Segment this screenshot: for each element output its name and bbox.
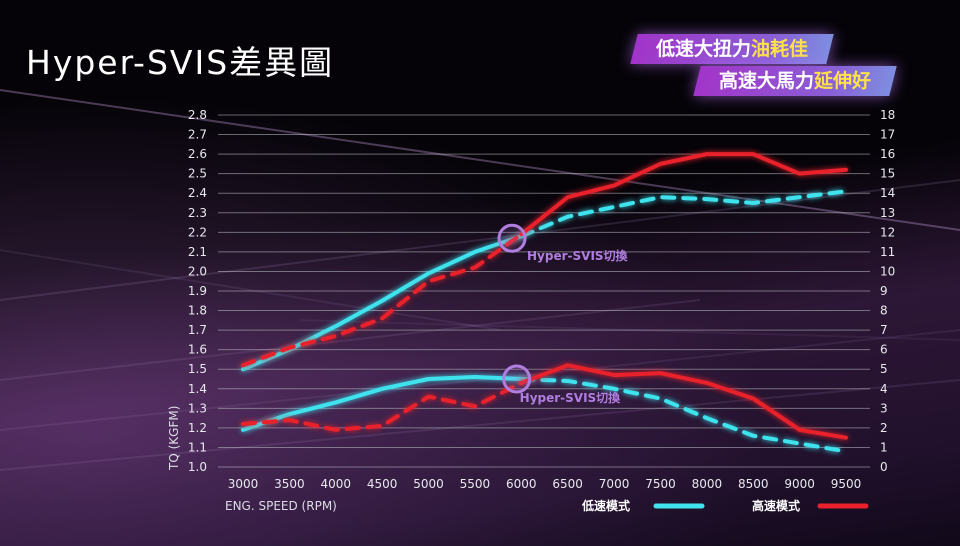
right-tick-label: 2 [880,421,888,435]
series-high-left-solid [519,363,848,440]
right-tick-label: 15 [880,167,895,181]
right-tick-label: 14 [880,186,895,200]
x-tick-label: 8500 [738,477,769,491]
streak [0,179,960,301]
background-streaks [0,89,960,471]
annotations: Hyper-SVIS切換 Hyper-SVIS切換 [497,223,629,405]
left-tick-label: 2.0 [188,264,207,278]
right-tick-label: 0 [880,460,888,474]
right-tick-label: 8 [880,304,888,318]
series-high-right-solid [519,152,848,237]
x-tick-label: 6500 [552,477,583,491]
switch-point-marker [502,364,532,394]
streak [0,329,960,431]
x-tick-label: 5000 [413,477,444,491]
left-tick-label: 2.3 [188,206,207,220]
page-title: Hyper-SVIS差異圖 [26,43,335,82]
left-tick-label: 2.4 [188,186,207,200]
streak [0,89,960,231]
x-axis-ticks: 3000 3500 4000 4500 5000 5500 6000 6500 7000 7500… [228,477,862,491]
x-tick-label: 8000 [692,477,723,491]
left-tick-label: 1.4 [188,382,207,396]
left-tick-label: 2.1 [188,245,207,259]
left-tick-label: 2.2 [188,225,207,239]
left-axis-ticks: 1.0 1.1 1.2 1.3 1.4 1.5 1.6 1.7 1.8 1.9 2.0 2.1 2.2 2… [188,108,207,474]
right-tick-label: 7 [880,323,888,337]
left-tick-label: 1.6 [188,343,207,357]
x-tick-label: 4000 [320,477,351,491]
left-tick-label: 1.1 [188,440,207,454]
series-high-left-dashed [241,380,524,432]
streak [0,249,501,331]
right-tick-label: 11 [880,245,895,259]
streak [0,379,960,471]
gridlines [218,114,870,468]
y-axis-label: TQ (KGFM) [167,406,181,471]
x-tick-label: 5500 [460,477,491,491]
x-tick-label: 3000 [228,477,259,491]
right-tick-label: 6 [880,343,888,357]
x-tick-label: 9500 [831,477,862,491]
right-tick-label: 5 [880,362,888,376]
left-tick-label: 1.2 [188,421,207,435]
right-tick-label: 18 [880,108,895,122]
switch-annotation: Hyper-SVIS切換 [520,390,622,405]
switch-annotation: Hyper-SVIS切換 [527,248,629,263]
left-tick-label: 1.0 [188,460,207,474]
left-tick-label: 1.3 [188,401,207,415]
x-tick-label: 3500 [274,477,305,491]
legend-label-high: 高速模式 [752,498,800,513]
x-tick-label: 4500 [367,477,398,491]
switch-point-marker [497,223,527,253]
right-tick-label: 4 [880,382,888,396]
left-tick-label: 1.9 [188,284,207,298]
x-tick-label: 9000 [784,477,815,491]
x-tick-label: 7500 [645,477,676,491]
left-tick-label: 1.5 [188,362,207,376]
series-low-left-solid [241,375,524,432]
x-tick-label: 7000 [599,477,630,491]
x-tick-label: 6000 [506,477,537,491]
streak [0,299,701,381]
left-tick-label: 1.8 [188,304,207,318]
left-tick-label: 1.7 [188,323,207,337]
left-tick-label: 2.5 [188,167,207,181]
right-tick-label: 10 [880,264,895,278]
right-tick-label: 16 [880,147,895,161]
x-axis-label: ENG. SPEED (RPM) [225,499,337,513]
series-low-left-dashed [519,377,848,454]
left-tick-label: 2.7 [188,128,207,142]
right-tick-label: 13 [880,206,895,220]
left-tick-label: 2.6 [188,147,207,161]
left-tick-label: 2.8 [188,108,207,122]
series-high-right-dashed [241,232,524,368]
legend-label-low: 低速模式 [581,498,630,513]
right-tick-label: 1 [880,440,888,454]
series-low-right-dashed [519,189,848,239]
right-tick-label: 9 [880,284,888,298]
right-tick-label: 3 [880,401,888,415]
right-tick-label: 17 [880,128,895,142]
right-tick-label: 12 [880,225,895,239]
series-lines [241,152,848,454]
